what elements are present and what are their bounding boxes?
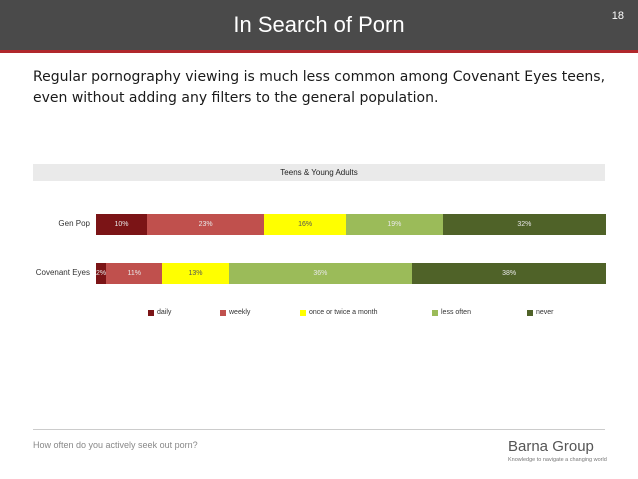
bar-segment-daily	[96, 263, 107, 284]
chart-legend: daily weekly once or twice a month less oft…	[0, 307, 638, 319]
data-label-once-or-twice-a-month: 13%	[188, 270, 203, 277]
legend-label-daily: daily	[157, 309, 172, 316]
data-label-never: 38%	[502, 270, 517, 277]
footer-divider	[33, 429, 605, 430]
data-label-less-often: 36%	[313, 270, 328, 277]
logo-name: Barna Group	[508, 438, 594, 455]
data-label-daily: 2%	[96, 270, 107, 277]
chart-title: Teens & Young Adults	[280, 168, 358, 177]
page-number: 18	[611, 10, 624, 22]
slide-subtitle: Regular pornography viewing is much less…	[33, 69, 606, 106]
data-label-less-often: 19%	[387, 221, 402, 228]
bar-segment-daily	[96, 214, 147, 235]
legend-label-weekly: weekly	[229, 309, 251, 316]
legend-swatch-less-often	[432, 310, 438, 316]
bar-segment-once-or-twice-a-month	[264, 214, 346, 235]
barna-group-logo: Barna Group Knowledge to navigate a chan…	[508, 438, 608, 468]
data-label-weekly: 11%	[127, 270, 141, 277]
data-label-never: 32%	[517, 221, 532, 228]
data-label-weekly: 23%	[198, 221, 213, 228]
bar-segment-never	[412, 263, 606, 284]
bar-segment-never	[442, 214, 606, 235]
category-label-gen-pop: Gen Pop	[58, 219, 90, 228]
data-label-once-or-twice-a-month: 16%	[298, 221, 313, 228]
legend-swatch-never	[527, 310, 533, 316]
bar-segment-weekly	[147, 214, 265, 235]
bar-row-covenant-eyes: 2% 11% 13% 36% 38%	[96, 263, 606, 284]
legend-swatch-weekly	[220, 310, 226, 316]
legend-label-less-often: less often	[441, 309, 471, 316]
logo-tagline: Knowledge to navigate a changing world	[508, 457, 607, 463]
data-label-daily: 10%	[114, 221, 129, 228]
bar-row-gen-pop: 10% 23% 16% 19% 32%	[96, 214, 606, 235]
legend-swatch-daily	[148, 310, 154, 316]
chart-title-band	[33, 164, 605, 181]
bar-segment-weekly	[106, 263, 163, 284]
legend-label-once-or-twice-a-month: once or twice a month	[309, 309, 378, 316]
survey-question: How often do you actively seek out porn?	[33, 440, 198, 450]
bar-segment-less-often	[345, 214, 443, 235]
header-bar	[0, 0, 638, 50]
bar-segment-less-often	[228, 263, 413, 284]
bar-segment-once-or-twice-a-month	[162, 263, 229, 284]
category-label-covenant-eyes: Covenant Eyes	[35, 268, 90, 277]
legend-swatch-once-or-twice-a-month	[300, 310, 306, 316]
header-accent-line	[0, 50, 638, 53]
legend-label-never: never	[536, 309, 554, 316]
page-title: In Search of Porn	[233, 12, 405, 37]
